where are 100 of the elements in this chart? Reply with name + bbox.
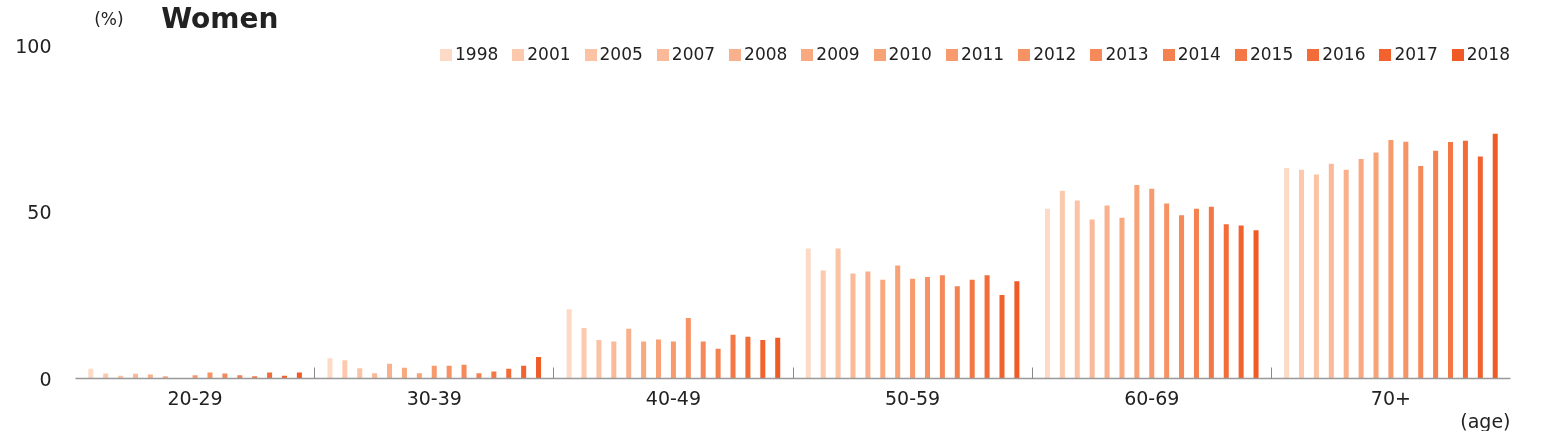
bar: [1418, 166, 1424, 379]
bar: [446, 365, 452, 379]
legend-label: 2016: [1322, 44, 1366, 64]
bar: [327, 358, 333, 379]
bar: [401, 367, 407, 379]
bar: [296, 372, 302, 379]
bar: [939, 275, 945, 379]
bar: [1014, 281, 1020, 379]
bar: [1044, 208, 1050, 379]
legend-label: 2008: [744, 44, 788, 64]
bar: [910, 278, 916, 379]
y-axis-title: (%): [94, 8, 124, 29]
bar: [1388, 140, 1394, 379]
y-tick-label: 0: [39, 367, 52, 390]
bar: [1373, 152, 1379, 379]
bar: [387, 363, 393, 379]
bar: [1089, 219, 1095, 379]
legend-label: 2001: [527, 44, 571, 64]
bar: [207, 372, 213, 379]
bar: [895, 265, 901, 379]
bar: [342, 360, 348, 379]
bar: [670, 341, 676, 379]
bar: [611, 341, 617, 379]
bar: [835, 248, 841, 379]
legend-label: 2015: [1249, 44, 1294, 64]
bar: [820, 270, 826, 379]
bar: [566, 309, 572, 379]
bar: [416, 373, 422, 379]
bar: [745, 336, 751, 379]
legend-label: 1998: [455, 44, 499, 64]
bar: [1074, 200, 1080, 379]
bar: [1223, 224, 1229, 379]
bar: [222, 373, 228, 379]
bar: [461, 364, 467, 379]
legend-label: 2010: [888, 44, 932, 64]
bar: [775, 337, 781, 379]
bar: [954, 286, 960, 379]
bar: [1104, 205, 1110, 379]
bar: [476, 373, 482, 379]
bar: [641, 341, 647, 379]
bar: [969, 279, 975, 379]
y-tick-label: 50: [27, 200, 52, 223]
bar: [1433, 150, 1439, 379]
y-tick-label: 100: [15, 34, 52, 57]
legend-label: 2013: [1105, 44, 1149, 64]
bar: [357, 368, 363, 379]
legend-label: 2018: [1466, 44, 1510, 64]
bar: [999, 295, 1005, 379]
bar: [850, 273, 856, 379]
bar: [1299, 169, 1305, 379]
bar: [1208, 206, 1214, 379]
bar: [1134, 185, 1140, 379]
bar: [715, 348, 721, 379]
legend-label: 2007: [671, 44, 716, 64]
bar: [431, 365, 437, 379]
bar: [88, 368, 94, 379]
bar: [1119, 217, 1125, 379]
bar: [596, 340, 602, 379]
bar: [865, 271, 871, 379]
bar: [1358, 159, 1364, 379]
bar: [1059, 190, 1065, 379]
bar: [1193, 208, 1199, 379]
bar: [581, 328, 587, 379]
bar: [1343, 169, 1349, 379]
bar: [372, 373, 378, 379]
bar: [521, 365, 527, 379]
bar: [1284, 168, 1290, 379]
bar: [1164, 203, 1170, 379]
bar: [103, 373, 109, 379]
bar: [506, 368, 512, 379]
x-tick-label: 40-49: [645, 386, 702, 409]
bar: [1149, 188, 1155, 379]
legend-label: 2009: [816, 44, 860, 64]
x-axis-title: (age): [1460, 409, 1511, 432]
bar: [700, 341, 706, 379]
bar: [1492, 133, 1498, 379]
bar: [1448, 142, 1454, 379]
bar: [1462, 140, 1468, 379]
bar: [924, 276, 930, 379]
legend-label: 2017: [1394, 44, 1438, 64]
legend-label: 2012: [1033, 44, 1077, 64]
bar: [1238, 225, 1244, 379]
bar: [536, 357, 542, 379]
bar: [760, 340, 766, 379]
bar: [626, 328, 632, 379]
legend-label: 2005: [599, 44, 643, 64]
legend-label: 2011: [960, 44, 1005, 64]
x-tick-label: 70+: [1370, 386, 1411, 409]
bar: [730, 334, 736, 379]
x-tick-label: 50-59: [884, 386, 941, 409]
bar: [491, 371, 497, 379]
legend-label: 2014: [1177, 44, 1221, 64]
bar: [1477, 156, 1483, 379]
bar: [1313, 174, 1319, 379]
bar: [1403, 141, 1409, 379]
bar: [267, 372, 273, 379]
bar: [656, 339, 662, 379]
bar: [984, 275, 990, 379]
x-tick-label: 20-29: [167, 386, 223, 409]
bar: [880, 279, 886, 379]
